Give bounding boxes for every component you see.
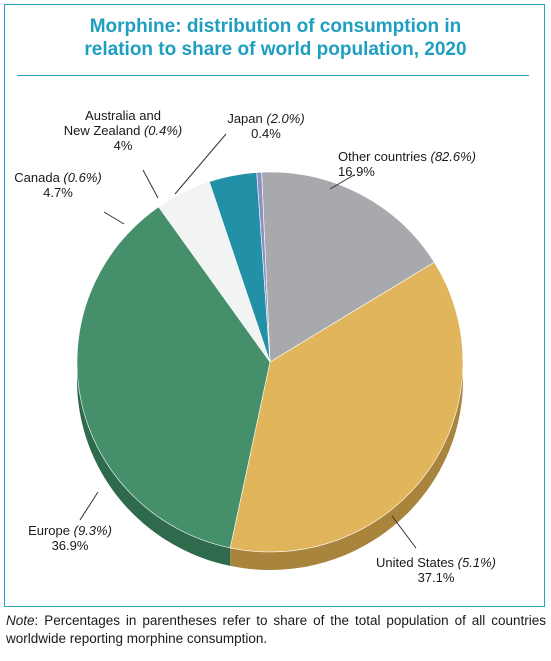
slice-label-1: United States (5.1%) 37.1% <box>376 555 496 585</box>
slice-pop-share-3: (0.6%) <box>60 170 102 185</box>
chart-title-line-2: relation to share of world population, 2… <box>84 39 467 60</box>
pie-side-group <box>77 362 463 570</box>
pie-slice-5[interactable] <box>256 171 271 363</box>
slice-name-5-0: Japan <box>227 111 262 126</box>
title-divider <box>17 75 529 76</box>
slice-name-3-0: Canada <box>14 170 60 185</box>
leader-line-1 <box>391 515 417 549</box>
pie-chart: Other countries (82.6%) 16.9% United State… <box>14 108 496 585</box>
slice-name-2-0: Europe <box>28 523 70 538</box>
slice-value-4: 4% <box>114 138 133 153</box>
chart-title-line-1: Morphine: distribution of consumption in <box>89 16 462 37</box>
slice-name-4-1: New Zealand <box>64 123 141 138</box>
slice-value-2: 36.9% <box>52 538 89 553</box>
leader-line-3 <box>103 211 125 225</box>
slice-label-2: Europe (9.3%) 36.9% <box>28 523 112 553</box>
leader-line-0 <box>329 174 355 190</box>
pie-labels: Other countries (82.6%) 16.9% United State… <box>14 108 496 585</box>
pie-slices <box>76 171 464 553</box>
slice-label-4: Australia and New Zealand (0.4%) 4% <box>64 108 183 153</box>
chart-title: Morphine: distribution of consumption in… <box>5 15 546 61</box>
pie-slice-2[interactable] <box>76 206 271 549</box>
slice-value-5: 0.4% <box>251 126 281 141</box>
leader-line-5 <box>174 133 227 195</box>
slice-value-3: 4.7% <box>43 185 73 200</box>
slice-name-0-0: Other countries <box>338 149 427 164</box>
slice-label-0: Other countries (82.6%) 16.9% <box>338 149 476 179</box>
note-text: : Percentages in parentheses refer to sh… <box>6 613 546 646</box>
note-label: Note <box>6 613 35 628</box>
slice-pop-share-4: (0.4%) <box>140 123 182 138</box>
chart-note: Note: Percentages in parentheses refer t… <box>6 612 546 648</box>
slice-value-0: 16.9% <box>338 164 375 179</box>
slice-value-1: 37.1% <box>418 570 455 585</box>
leader-line-2 <box>79 491 99 521</box>
slice-pop-share-2: (9.3%) <box>70 523 112 538</box>
slice-pop-share-1: (5.1%) <box>454 555 496 570</box>
leader-line-4 <box>142 169 159 199</box>
pie-slice-0[interactable] <box>261 171 435 363</box>
slice-name-1-0: United States <box>376 555 455 570</box>
slice-pop-share-5: (2.0%) <box>263 111 305 126</box>
slice-name-4-0: Australia and <box>85 108 161 123</box>
slice-label-5: Japan (2.0%) 0.4% <box>227 111 304 141</box>
pie-slice-1[interactable] <box>229 261 464 553</box>
slice-label-3: Canada (0.6%) 4.7% <box>14 170 101 200</box>
pie-side-2 <box>77 362 231 566</box>
slice-pop-share-0: (82.6%) <box>427 149 476 164</box>
